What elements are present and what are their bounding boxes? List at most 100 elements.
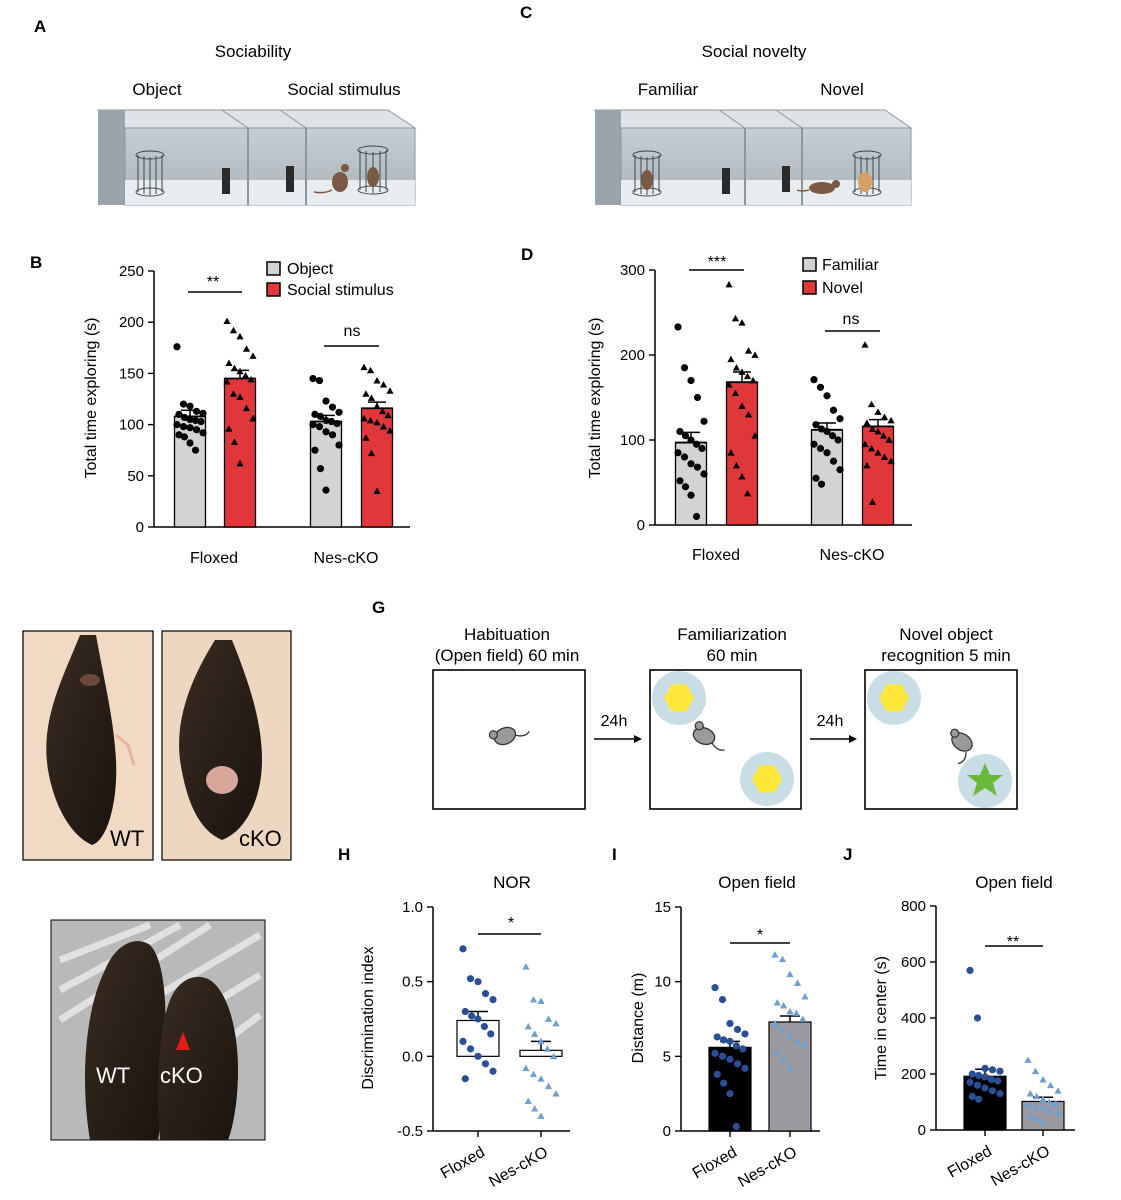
data-point	[741, 1064, 749, 1072]
data-point	[680, 364, 689, 372]
data-point	[687, 376, 695, 385]
y-tick-label: 0	[663, 1123, 671, 1140]
y-tick-label: 0	[637, 517, 645, 534]
data-point	[880, 413, 889, 420]
data-point	[988, 1087, 997, 1095]
legend-swatch-familiar	[802, 257, 817, 272]
three-chamber-apparatus	[593, 109, 913, 206]
data-point	[674, 449, 682, 457]
y-tick-label: 250	[119, 263, 144, 280]
data-point	[1052, 1099, 1060, 1107]
data-point	[732, 1042, 740, 1050]
data-point	[1039, 1095, 1047, 1103]
x-tick-label-floxed: Floxed	[190, 550, 238, 567]
data-point	[726, 1037, 734, 1045]
x-tick-label: Floxed	[438, 1144, 488, 1183]
data-point	[315, 423, 324, 431]
data-point	[981, 1064, 989, 1072]
data-point	[812, 474, 820, 482]
hexagon-object-icon	[740, 752, 794, 806]
data-point	[810, 440, 818, 448]
data-point	[461, 1007, 469, 1016]
x-tick-label: Floxed	[690, 1144, 740, 1183]
data-point	[179, 423, 188, 431]
data-point	[236, 367, 244, 375]
data-point	[887, 416, 895, 424]
data-point	[828, 432, 837, 440]
data-point	[360, 363, 368, 371]
data-point	[1033, 1092, 1041, 1100]
y-tick-label: 150	[119, 365, 144, 382]
panel-g: G Habituation (Open field) 60 min Famili…	[372, 598, 1018, 810]
data-point	[175, 410, 183, 418]
photo-label-wt: WT	[96, 1063, 130, 1088]
y-axis-label: Total time exploring (s)	[83, 318, 100, 479]
data-point	[816, 383, 825, 391]
data-point	[552, 1090, 560, 1097]
panel-g-letter: G	[372, 598, 385, 617]
chart-i: I Open field Distance (m) * 0 5 10 15 Floxed…	[612, 845, 820, 1191]
data-point	[249, 414, 257, 422]
data-point	[531, 1030, 539, 1037]
data-point	[867, 444, 876, 452]
step-3-title: Novel object	[899, 625, 993, 644]
data-point	[1024, 1101, 1032, 1108]
data-point	[230, 438, 239, 445]
data-point	[988, 1066, 997, 1074]
y-tick-label: 200	[901, 1066, 926, 1083]
y-tick-label: 10	[654, 974, 671, 991]
data-point	[726, 1090, 734, 1098]
mouse-cage-icon	[852, 150, 882, 197]
data-point	[733, 1060, 742, 1068]
y-tick-label: 800	[901, 898, 926, 915]
significance-label: *	[508, 915, 514, 932]
chart-d: D Total time exploring (s) Floxed Nes-cK…	[521, 245, 912, 564]
data-point	[1026, 1112, 1034, 1119]
data-point	[328, 431, 337, 439]
data-point	[225, 359, 233, 367]
data-point	[241, 371, 250, 379]
photo-label-cko: cKO	[239, 826, 282, 851]
data-point	[731, 389, 740, 397]
data-point	[836, 415, 844, 423]
chart-title: NOR	[493, 873, 531, 892]
data-point	[793, 1037, 802, 1045]
mouse-icon	[950, 728, 973, 765]
data-point	[738, 402, 746, 409]
data-point	[726, 1055, 734, 1063]
data-point	[474, 1015, 482, 1023]
data-point	[861, 440, 869, 448]
chart-title: Open field	[975, 873, 1053, 892]
data-point	[1054, 1109, 1062, 1117]
significance-label: **	[1007, 934, 1019, 951]
data-point	[1039, 1104, 1047, 1111]
mouse-cko-photo	[158, 976, 238, 1140]
data-point	[191, 446, 200, 454]
data-point	[543, 1045, 551, 1052]
y-tick-label: 200	[119, 314, 144, 331]
data-point	[966, 1078, 974, 1086]
legend-label-social-stimulus: Social stimulus	[287, 282, 394, 299]
panel-c: C Social novelty Familiar Novel	[520, 3, 913, 206]
data-point	[732, 1122, 740, 1131]
y-tick-label: 15	[654, 899, 671, 916]
data-point	[780, 1001, 788, 1009]
data-point	[362, 434, 370, 441]
data-point	[823, 392, 831, 400]
data-point	[817, 480, 826, 488]
data-point	[366, 416, 375, 424]
data-point	[230, 364, 239, 372]
y-tick-label: 5	[663, 1048, 671, 1065]
data-point	[309, 421, 317, 429]
data-point	[749, 376, 757, 384]
data-point	[718, 995, 727, 1004]
data-point	[197, 417, 205, 426]
y-axis-label: Discrimination index	[360, 946, 377, 1089]
panel-c-right-label: Novel	[820, 80, 863, 99]
y-axis-label: Distance (m)	[630, 973, 647, 1064]
data-point	[739, 1045, 747, 1053]
data-point	[817, 425, 826, 433]
data-point	[812, 421, 820, 429]
data-point	[360, 414, 368, 422]
data-point	[386, 387, 394, 394]
